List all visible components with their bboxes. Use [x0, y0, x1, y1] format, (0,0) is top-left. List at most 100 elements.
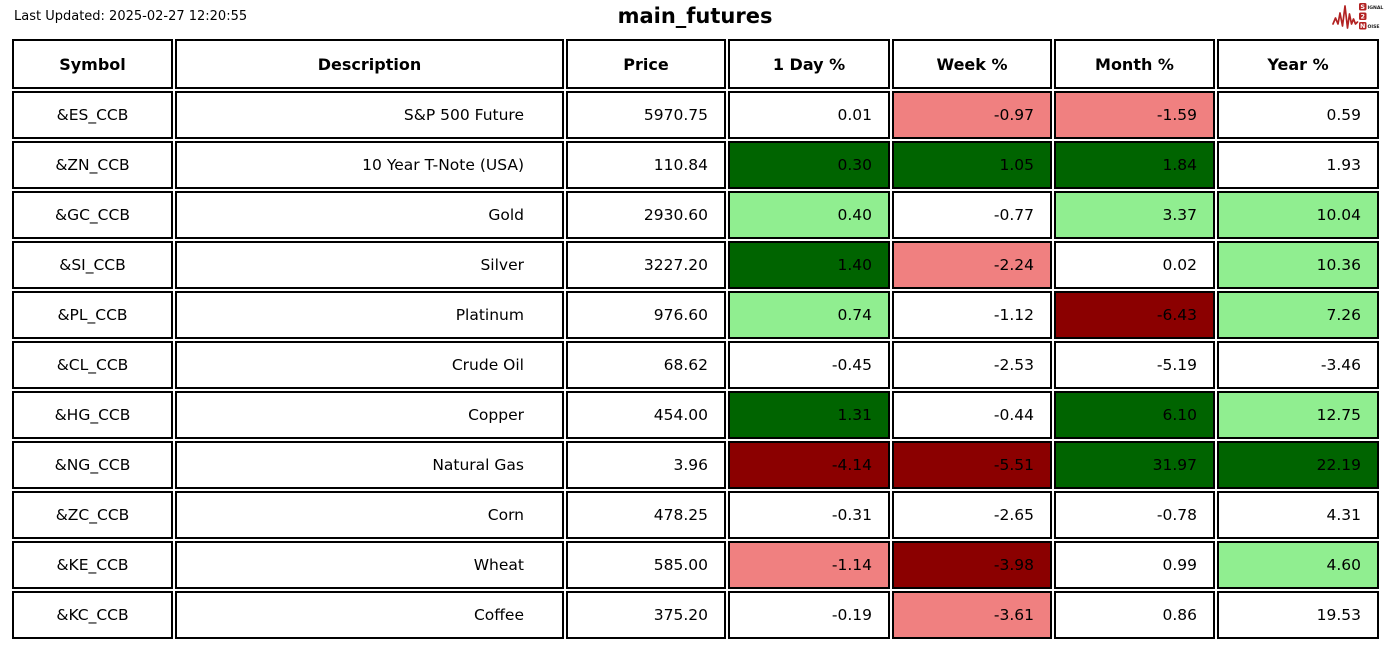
day-pct-cell: -0.45 [728, 341, 890, 389]
price-cell: 5970.75 [566, 91, 726, 139]
description-cell: Crude Oil [175, 341, 564, 389]
symbol-cell: &ES_CCB [12, 91, 173, 139]
symbol-cell: &ZN_CCB [12, 141, 173, 189]
table-body: &ES_CCB S&P 500 Future 5970.75 0.01 -0.97 -1.… [12, 91, 1379, 639]
column-header-1-day: 1 Day % [728, 39, 890, 89]
day-pct-cell: 0.30 [728, 141, 890, 189]
table-row: &HG_CCB Copper 454.00 1.31 -0.44 6.10 12.75 [12, 391, 1379, 439]
month-pct-cell: 6.10 [1054, 391, 1215, 439]
month-pct-cell: -5.19 [1054, 341, 1215, 389]
year-pct-cell: 22.19 [1217, 441, 1379, 489]
column-header-price: Price [566, 39, 726, 89]
table-row: &KE_CCB Wheat 585.00 -1.14 -3.98 0.99 4.60 [12, 541, 1379, 589]
description-cell: Wheat [175, 541, 564, 589]
waveform-icon [1332, 5, 1359, 29]
week-pct-cell: -3.61 [892, 591, 1052, 639]
symbol-cell: &KE_CCB [12, 541, 173, 589]
month-pct-cell: 31.97 [1054, 441, 1215, 489]
month-pct-cell: 3.37 [1054, 191, 1215, 239]
week-pct-cell: -3.98 [892, 541, 1052, 589]
day-pct-cell: 0.40 [728, 191, 890, 239]
svg-text:S: S [1360, 3, 1365, 11]
day-pct-cell: 1.40 [728, 241, 890, 289]
symbol-cell: &CL_CCB [12, 341, 173, 389]
last-updated-label: Last Updated: 2025-02-27 12:20:55 [14, 9, 248, 24]
price-cell: 375.20 [566, 591, 726, 639]
year-pct-cell: 1.93 [1217, 141, 1379, 189]
description-cell: Platinum [175, 291, 564, 339]
price-cell: 454.00 [566, 391, 726, 439]
price-cell: 976.60 [566, 291, 726, 339]
month-pct-cell: 0.99 [1054, 541, 1215, 589]
week-pct-cell: -2.24 [892, 241, 1052, 289]
year-pct-cell: 7.26 [1217, 291, 1379, 339]
week-pct-cell: -5.51 [892, 441, 1052, 489]
logo-text: S IGNAL 2 N OISE [1359, 3, 1383, 30]
year-pct-cell: 12.75 [1217, 391, 1379, 439]
symbol-cell: &SI_CCB [12, 241, 173, 289]
price-cell: 3.96 [566, 441, 726, 489]
svg-text:N: N [1360, 22, 1365, 30]
table-row: &NG_CCB Natural Gas 3.96 -4.14 -5.51 31.97 22.… [12, 441, 1379, 489]
symbol-cell: &KC_CCB [12, 591, 173, 639]
table-row: &PL_CCB Platinum 976.60 0.74 -1.12 -6.43 7.26 [12, 291, 1379, 339]
month-pct-cell: 1.84 [1054, 141, 1215, 189]
price-cell: 2930.60 [566, 191, 726, 239]
price-cell: 110.84 [566, 141, 726, 189]
month-pct-cell: -6.43 [1054, 291, 1215, 339]
description-cell: Copper [175, 391, 564, 439]
day-pct-cell: -4.14 [728, 441, 890, 489]
price-cell: 585.00 [566, 541, 726, 589]
month-pct-cell: -1.59 [1054, 91, 1215, 139]
day-pct-cell: 0.74 [728, 291, 890, 339]
svg-text:IGNAL: IGNAL [1368, 5, 1384, 11]
week-pct-cell: 1.05 [892, 141, 1052, 189]
column-header-symbol: Symbol [12, 39, 173, 89]
table-row: &SI_CCB Silver 3227.20 1.40 -2.24 0.02 10.36 [12, 241, 1379, 289]
page-title: main_futures [617, 4, 773, 28]
table-row: &CL_CCB Crude Oil 68.62 -0.45 -2.53 -5.19 -3.4… [12, 341, 1379, 389]
week-pct-cell: -2.53 [892, 341, 1052, 389]
year-pct-cell: 0.59 [1217, 91, 1379, 139]
day-pct-cell: -0.19 [728, 591, 890, 639]
description-cell: Corn [175, 491, 564, 539]
description-cell: Coffee [175, 591, 564, 639]
column-header-week: Week % [892, 39, 1052, 89]
column-header-year: Year % [1217, 39, 1379, 89]
column-header-description: Description [175, 39, 564, 89]
week-pct-cell: -1.12 [892, 291, 1052, 339]
symbol-cell: &PL_CCB [12, 291, 173, 339]
year-pct-cell: 10.04 [1217, 191, 1379, 239]
table-row: &ZN_CCB 10 Year T-Note (USA) 110.84 0.30 1.0… [12, 141, 1379, 189]
year-pct-cell: 4.60 [1217, 541, 1379, 589]
svg-text:OISE: OISE [1368, 24, 1380, 30]
signal-2-noise-logo: S IGNAL 2 N OISE [1332, 3, 1383, 30]
week-pct-cell: -2.65 [892, 491, 1052, 539]
table-row: &KC_CCB Coffee 375.20 -0.19 -3.61 0.86 19.53 [12, 591, 1379, 639]
year-pct-cell: 19.53 [1217, 591, 1379, 639]
year-pct-cell: 4.31 [1217, 491, 1379, 539]
table-row: &ES_CCB S&P 500 Future 5970.75 0.01 -0.97 -1.… [12, 91, 1379, 139]
month-pct-cell: 0.02 [1054, 241, 1215, 289]
svg-text:2: 2 [1360, 13, 1364, 21]
price-cell: 3227.20 [566, 241, 726, 289]
week-pct-cell: -0.77 [892, 191, 1052, 239]
symbol-cell: &GC_CCB [12, 191, 173, 239]
description-cell: S&P 500 Future [175, 91, 564, 139]
day-pct-cell: -1.14 [728, 541, 890, 589]
price-cell: 68.62 [566, 341, 726, 389]
description-cell: Silver [175, 241, 564, 289]
symbol-cell: &HG_CCB [12, 391, 173, 439]
table-row: &GC_CCB Gold 2930.60 0.40 -0.77 3.37 10.04 [12, 191, 1379, 239]
day-pct-cell: 1.31 [728, 391, 890, 439]
description-cell: Gold [175, 191, 564, 239]
symbol-cell: &ZC_CCB [12, 491, 173, 539]
day-pct-cell: 0.01 [728, 91, 890, 139]
symbol-cell: &NG_CCB [12, 441, 173, 489]
year-pct-cell: 10.36 [1217, 241, 1379, 289]
column-header-month: Month % [1054, 39, 1215, 89]
futures-table: Symbol Description Price 1 Day % Week % Month… [10, 37, 1381, 641]
day-pct-cell: -0.31 [728, 491, 890, 539]
table-row: &ZC_CCB Corn 478.25 -0.31 -2.65 -0.78 4.31 [12, 491, 1379, 539]
description-cell: Natural Gas [175, 441, 564, 489]
